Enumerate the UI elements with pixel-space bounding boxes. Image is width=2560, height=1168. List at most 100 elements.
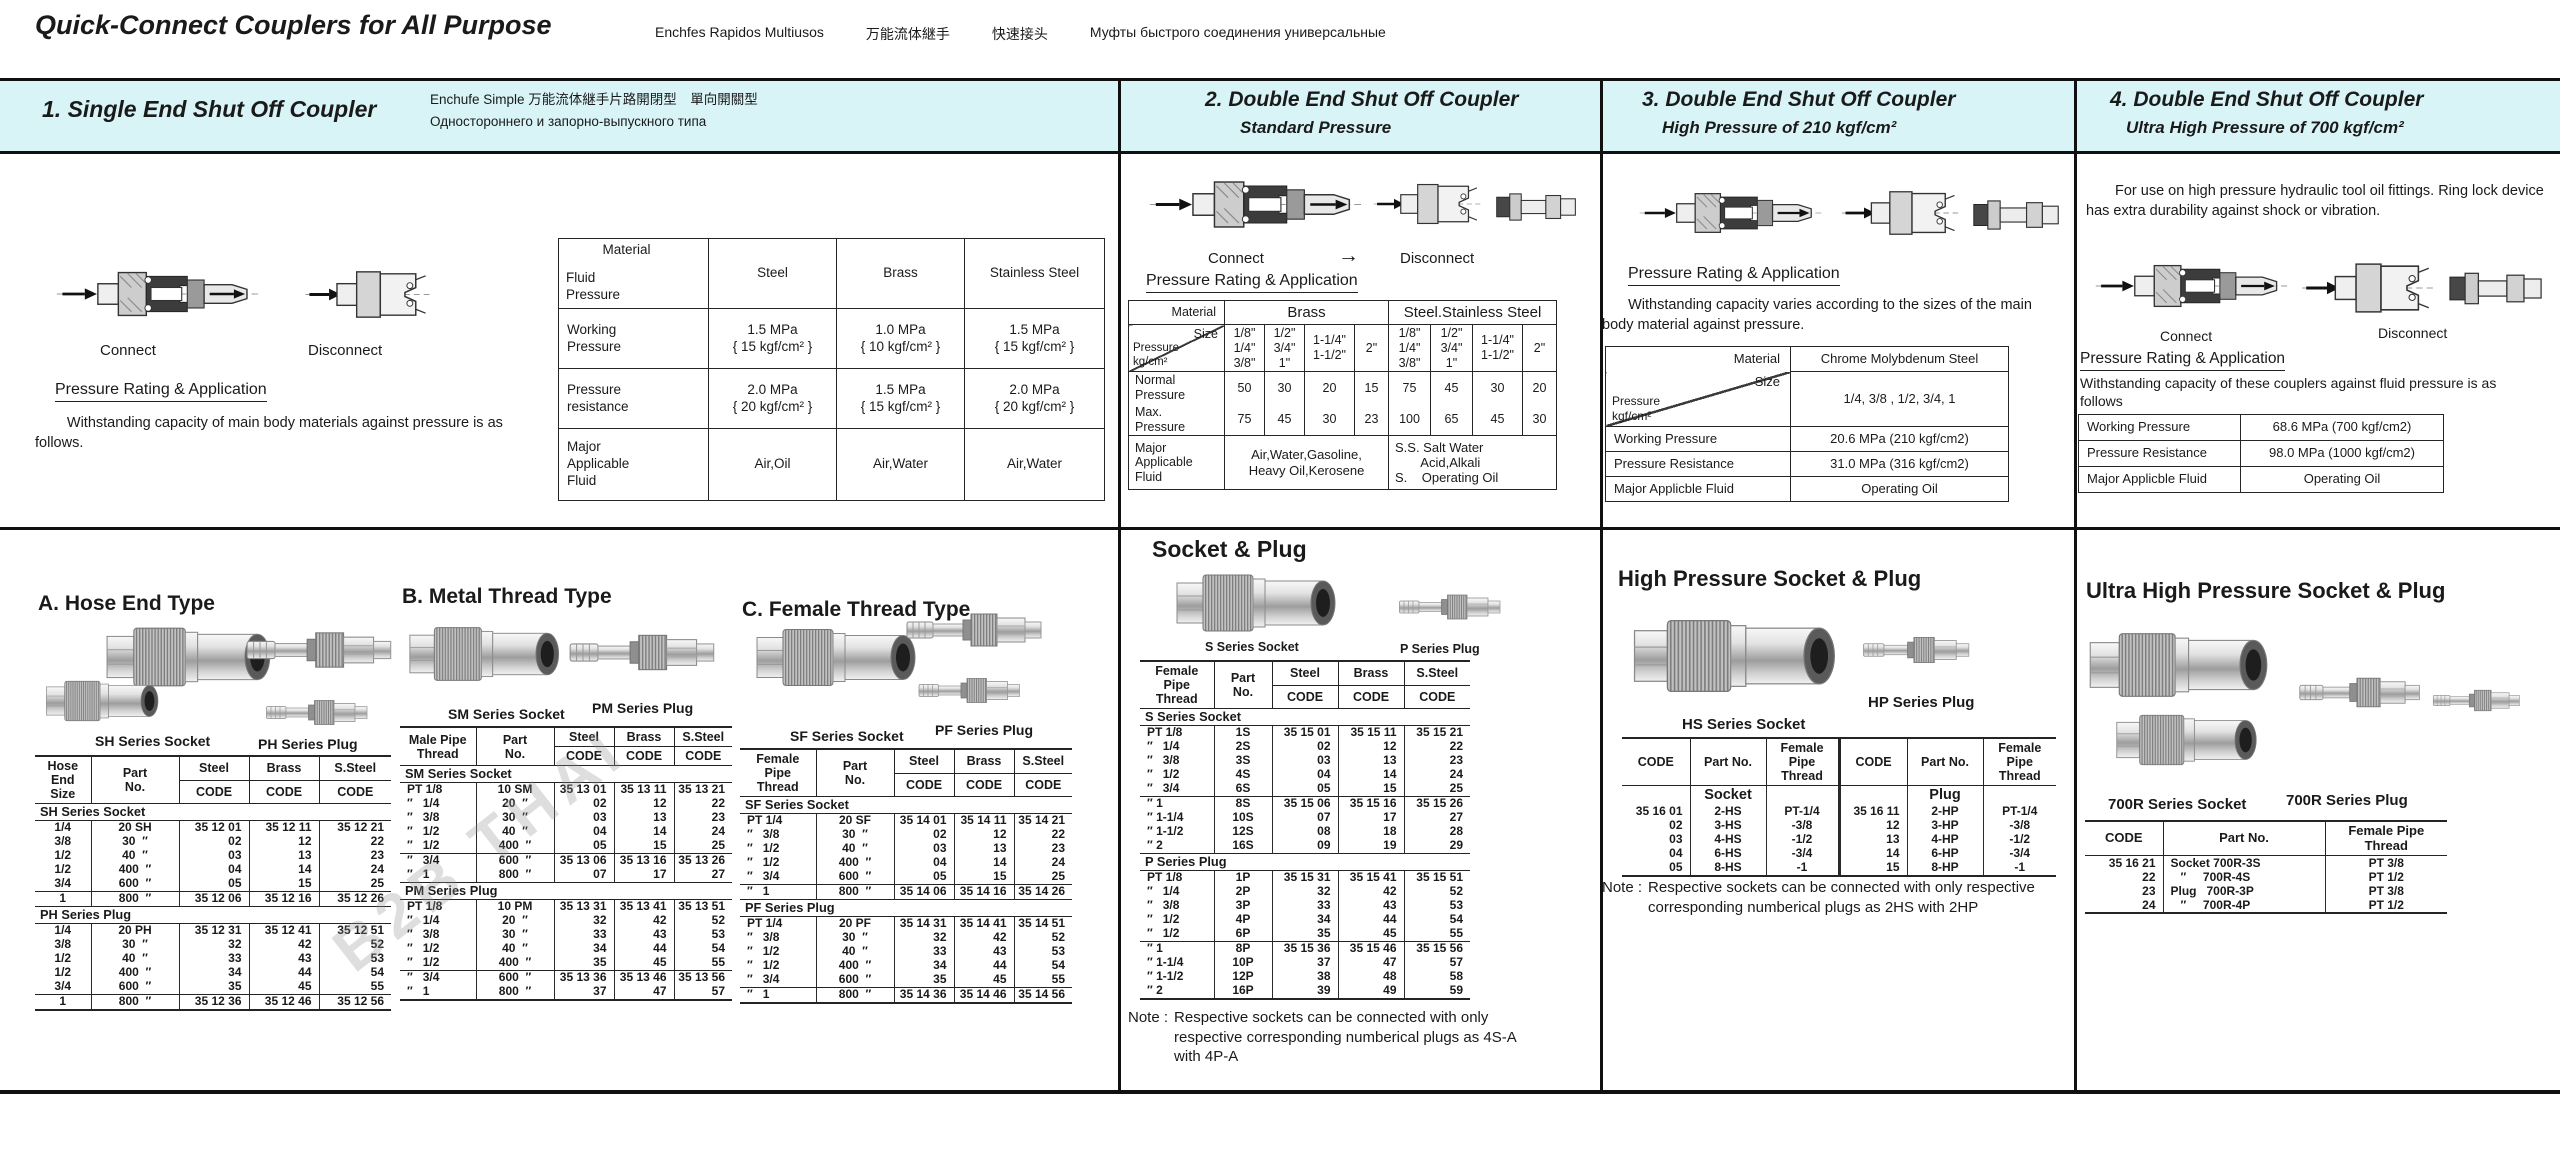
table-cell: 4-HP [1906, 833, 1983, 847]
hp-socket-cutaway [1840, 190, 1960, 236]
pressure-rating-heading: Pressure Rating & Application [1628, 265, 1840, 286]
table-cell: 43 [248, 952, 319, 966]
table-cell: 35 15 16 [1337, 796, 1404, 811]
col-header: Brass [248, 756, 319, 781]
table-section-row: SF Series Socket [740, 796, 1072, 814]
size-cell: 2" [1354, 323, 1389, 373]
table-cell: 600 ″ [90, 980, 179, 995]
table-cell: 13 [953, 842, 1014, 856]
uhp-connect-cutaway [2094, 264, 2289, 308]
table-section-label: SM Series Socket [400, 765, 732, 783]
table-section-row: SM Series Socket [400, 765, 732, 783]
col-header: Brass [1337, 661, 1404, 686]
col-header: Hose End Size [35, 756, 91, 804]
table-cell: 47 [613, 985, 674, 1000]
table-cell: 3-HP [1906, 819, 1983, 833]
table-cell: 800 ″ [475, 868, 554, 883]
table-cell: 05 [553, 839, 614, 854]
table-cell: 13 [248, 849, 319, 863]
table-cell: Plug [1906, 785, 1983, 805]
table-cell: 55 [673, 956, 732, 971]
table-section-row: PM Series Plug [400, 882, 732, 900]
table-cell: 45 [1337, 927, 1404, 942]
table-row: 02 3-HS -3/8 12 3-HP -3/8 [1622, 819, 2056, 833]
col-header: Part No. [1213, 661, 1272, 709]
table-cell: 24 [673, 825, 732, 839]
table-cell: 07 [553, 868, 614, 883]
translation-es: Enchfes Rapidos Multiusos [655, 24, 824, 40]
table-section-row: S Series Socket [1140, 708, 1470, 726]
table-cell: 800 ″ [815, 884, 894, 900]
max-pressure-label: Max. Pressure [1128, 403, 1225, 437]
code-header: CODE [2085, 821, 2163, 857]
table-cell: 35 16 01 [1635, 805, 1683, 819]
hp-coupled-cutaway [1638, 192, 1823, 234]
table-row: 23 Plug 700R-3P PT 3/8 [2085, 884, 2447, 899]
table-cell: PT 1/8 [1147, 870, 1183, 885]
table-cell: 02 [893, 828, 954, 842]
table-cell: 40 ″ [475, 825, 554, 839]
note-label: Note : [1128, 1009, 1169, 1026]
table-cell: 04 [553, 825, 614, 839]
table-cell: 19 [1337, 839, 1404, 854]
table-cell: 54 [1403, 913, 1470, 927]
table-cell: 3/8 [54, 835, 72, 849]
table-row: ″ 1 8S 35 15 06 35 15 16 35 15 26 [1140, 796, 1470, 811]
table-cell: 10P [1213, 956, 1272, 970]
table-cell: 400 ″ [475, 839, 554, 854]
table-cell: ″ 1/4 [1147, 740, 1180, 754]
table-cell: 54 [673, 942, 732, 956]
table-cell: 08 [1271, 825, 1338, 839]
brass-group-header: Brass [1224, 300, 1389, 325]
table-cell: ″ 3/8 [747, 931, 780, 945]
table-cell: 04 [1271, 768, 1338, 782]
table-cell: 600 ″ [90, 877, 179, 892]
table-row: 1 800 ″ 35 12 36 35 12 46 35 12 56 [35, 994, 391, 1010]
table-cell: 47 [1337, 956, 1404, 970]
table-cell [1765, 785, 1839, 805]
table-cell: 30 ″ [475, 928, 554, 942]
table-row: PT 1/8 10 PM 35 13 31 35 13 41 35 13 51 [400, 899, 732, 914]
table-cell: 22 [673, 797, 732, 811]
table-cell: ″ 3/8 [407, 928, 440, 942]
table-cell: 10 SM [475, 782, 554, 797]
sm-socket-photo [409, 627, 560, 681]
table-cell: 14 [248, 863, 319, 877]
table-cell: ″ 1-1/2 [1147, 970, 1184, 984]
table-row: 3/4 600 ″ 05 15 25 [35, 877, 391, 892]
table-section-label: SF Series Socket [740, 796, 1072, 814]
table-cell: 30 ″ [815, 828, 894, 842]
code-header: CODE [1837, 738, 1907, 786]
pressure-rating-heading: Pressure Rating & Application [55, 381, 267, 402]
size-label: Size [1193, 327, 1218, 341]
table-row: 3/8 30 ″ 32 42 52 [35, 938, 391, 952]
value-cell: 20 [1522, 371, 1557, 404]
note-label: Note : [1602, 879, 1643, 896]
table-cell: ″ 2 [1147, 984, 1163, 998]
table-cell: -1 [1982, 861, 2056, 876]
value-cell: 68.6 MPa (700 kgf/cm2) [2240, 414, 2444, 441]
table-cell: 35 12 06 [178, 891, 249, 907]
size-cell: 1-1/4" 1-1/2" [1304, 323, 1355, 373]
value-cell: 1.0 MPa { 10 kgf/cm² } [836, 308, 965, 369]
table-cell: -1 [1765, 861, 1839, 876]
table-section-label: S Series Socket [1140, 708, 1470, 726]
part-header: Part No. [2162, 821, 2325, 857]
table-cell: -3/4 [1982, 847, 2056, 861]
table-cell: 1P [1213, 870, 1272, 885]
value-cell: 98.0 MPa (1000 kgf/cm2) [2240, 440, 2444, 467]
table-cell: 25 [1013, 870, 1072, 885]
table-cell: 42 [953, 931, 1014, 945]
table-cell: 35 15 21 [1403, 725, 1470, 740]
table-cell: 34 [893, 959, 954, 973]
table-cell: 1/2 [54, 952, 72, 966]
table-cell: 35 15 06 [1271, 796, 1338, 811]
table-row: ″ 1 800 ″ 37 47 57 [400, 985, 732, 1000]
table-cell: 6-HP [1906, 847, 1983, 861]
row-label: Pressure resistance [558, 368, 709, 429]
table-cell: ″ 1/2 [1147, 768, 1180, 782]
arrow-icon: → [1338, 244, 1359, 267]
table-cell: 2-HS [1689, 805, 1766, 819]
note-text: Respective sockets can be connected with… [1648, 879, 2035, 916]
